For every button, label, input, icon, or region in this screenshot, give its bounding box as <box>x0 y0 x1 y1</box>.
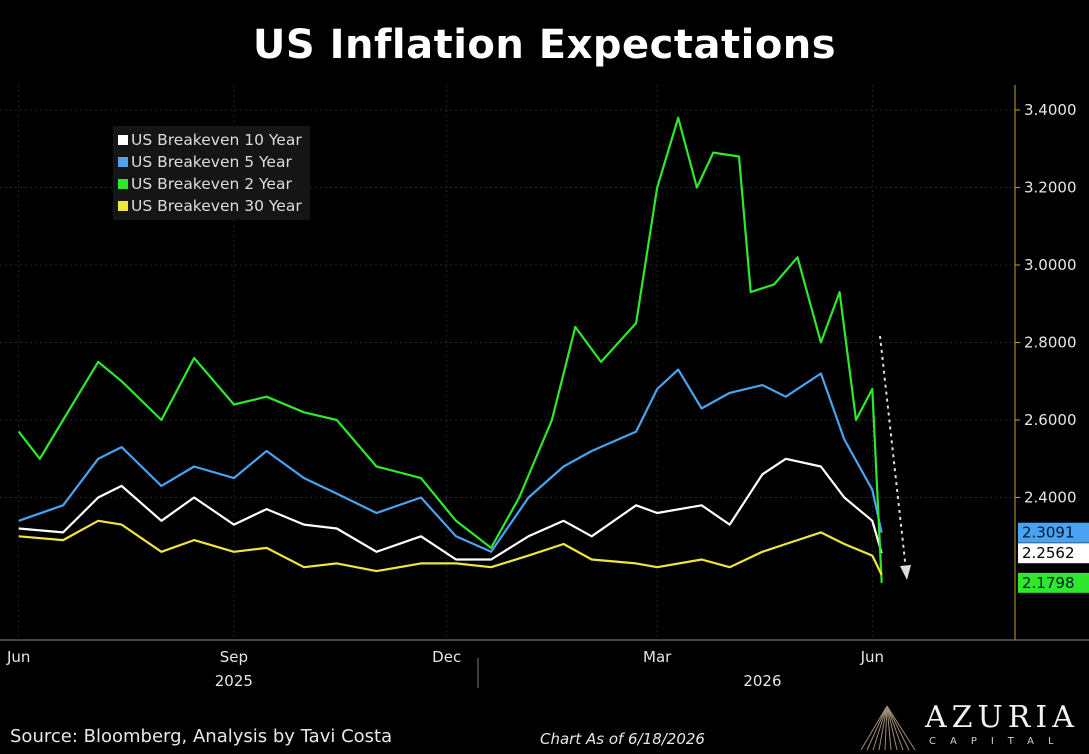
last-value-label: 2.1798 <box>1022 574 1075 592</box>
annotation-arrowhead <box>900 565 911 580</box>
x-tick-label: Jun <box>6 648 30 666</box>
annotation-arrow <box>879 335 907 571</box>
series-line <box>18 457 883 561</box>
logo-name: AZURIA <box>925 700 1079 735</box>
last-value-tag <box>1018 522 1089 543</box>
y-tick-label: 3.2000 <box>1024 179 1077 197</box>
series-line <box>17 116 883 583</box>
x-tick-label: Mar <box>643 648 672 666</box>
last-value-label: 2.2562 <box>1022 544 1075 562</box>
chart-legend: US Breakeven 10 Year US Breakeven 5 Year U… <box>113 126 310 220</box>
last-value-tag <box>1018 572 1089 593</box>
legend-item: US Breakeven 5 Year <box>118 151 302 173</box>
x-tick-label: Jun <box>860 648 884 666</box>
as-of-date: Chart As of 6/18/2026 <box>540 730 705 748</box>
y-tick-label: 2.4000 <box>1024 489 1077 507</box>
legend-swatch <box>118 135 128 145</box>
chart-title: US Inflation Expectations <box>252 22 837 68</box>
legend-label: US Breakeven 30 Year <box>131 197 302 215</box>
last-value-tag <box>1018 543 1089 564</box>
azuria-logo: AZURIA CAPITAL <box>857 698 1082 754</box>
logo-subtitle: CAPITAL <box>929 736 1068 747</box>
legend-swatch <box>118 157 128 167</box>
pyramid-icon <box>860 705 916 751</box>
source-note: Source: Bloomberg, Analysis by Tavi Cost… <box>10 726 393 747</box>
legend-label: US Breakeven 5 Year <box>131 153 292 171</box>
last-value-label: 2.3091 <box>1022 524 1075 542</box>
y-tick-label: 3.0000 <box>1024 256 1077 274</box>
series-line <box>18 519 883 576</box>
legend-item: US Breakeven 10 Year <box>118 129 302 151</box>
y-tick-label: 2.6000 <box>1024 411 1077 429</box>
x-tick-label: Dec <box>432 648 461 666</box>
x-year-label: 2026 <box>743 672 781 690</box>
y-tick-label: 2.8000 <box>1024 334 1077 352</box>
series-line <box>18 368 883 553</box>
x-year-label: 2025 <box>215 672 253 690</box>
legend-item: US Breakeven 2 Year <box>118 173 302 195</box>
legend-swatch <box>118 179 128 189</box>
legend-label: US Breakeven 2 Year <box>131 175 292 193</box>
legend-label: US Breakeven 10 Year <box>131 131 302 149</box>
legend-item: US Breakeven 30 Year <box>118 195 302 217</box>
y-tick-label: 3.4000 <box>1024 101 1077 119</box>
legend-swatch <box>118 201 128 211</box>
x-tick-label: Sep <box>220 648 248 666</box>
